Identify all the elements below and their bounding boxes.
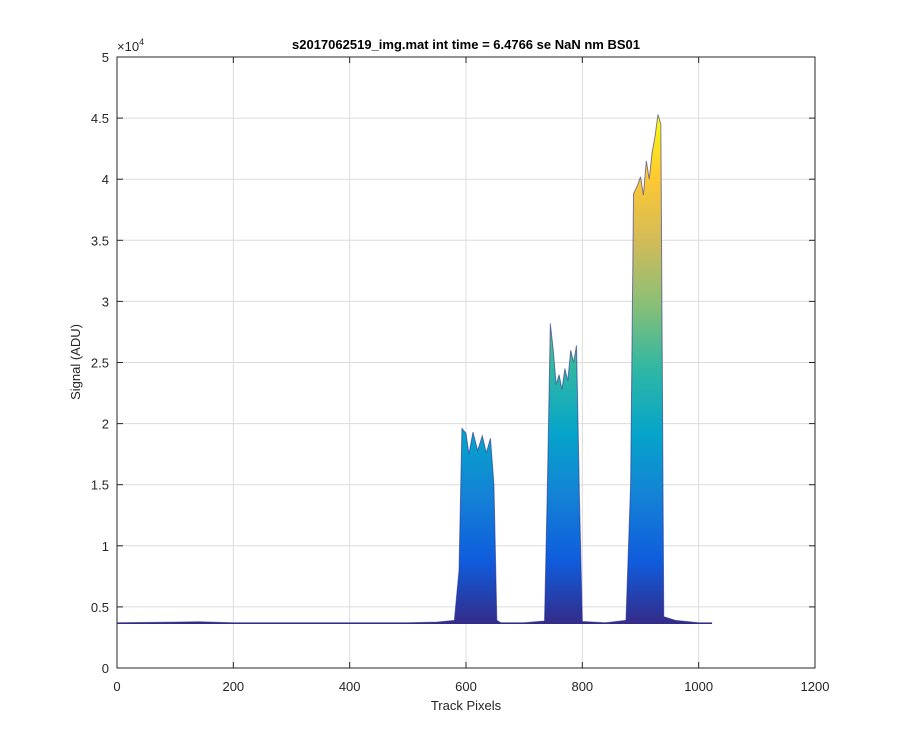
y-tick-label: 2	[102, 417, 109, 432]
y-tick-label: 1.5	[91, 478, 109, 493]
x-tick-label: 600	[455, 679, 477, 694]
y-axis-label: Signal (ADU)	[68, 324, 83, 400]
signal-line	[117, 114, 713, 624]
x-tick-label: 800	[571, 679, 593, 694]
data-layer	[117, 114, 713, 625]
x-tick-label: 0	[113, 679, 120, 694]
y-tick-label: 5	[102, 50, 109, 65]
x-axis-label: Track Pixels	[431, 698, 502, 713]
tick-labels: 0 200 400 600 800 1000 1200 0 0.5 1 1.5 2 2.5 3 3.5 4 4.…	[91, 50, 830, 694]
x-tick-label: 1000	[684, 679, 713, 694]
y-tick-label: 2.5	[91, 356, 109, 371]
y-tick-label: 4	[102, 172, 109, 187]
y-tick-label: 0.5	[91, 600, 109, 615]
y-tick-label: 3	[102, 294, 109, 309]
chart-title: s2017062519_img.mat int time = 6.4766 se…	[292, 37, 640, 52]
y-exponent-label: ×104	[117, 37, 144, 54]
signal-area	[117, 114, 713, 625]
x-tick-label: 200	[222, 679, 244, 694]
y-tick-label: 3.5	[91, 233, 109, 248]
y-tick-label: 4.5	[91, 111, 109, 126]
y-tick-label: 1	[102, 539, 109, 554]
y-tick-label: 0	[102, 661, 109, 676]
x-tick-label: 1200	[801, 679, 830, 694]
x-tick-label: 400	[339, 679, 361, 694]
ticks	[116, 56, 816, 669]
